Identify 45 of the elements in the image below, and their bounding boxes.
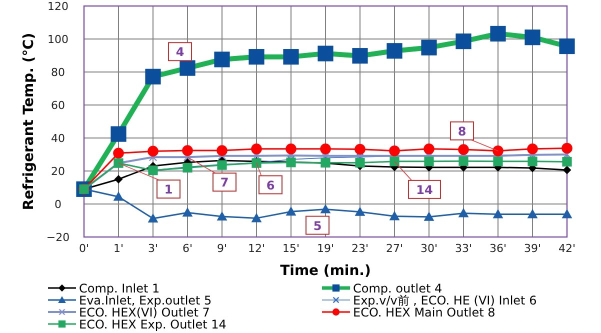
annotation: 4 xyxy=(168,42,192,62)
annotation: 5 xyxy=(306,216,330,235)
x-tick-label: 39' xyxy=(524,242,542,255)
annotation: 1 xyxy=(164,182,173,197)
x-axis-title: Time (min.) xyxy=(280,263,371,279)
y-tick-label: 100 xyxy=(48,33,68,46)
y-tick-label: 40 xyxy=(51,132,65,145)
y-tick-label: 60 xyxy=(51,99,65,112)
annotation: 6 xyxy=(266,178,275,192)
annotation: 14 xyxy=(394,161,441,199)
x-tick-label: 23' xyxy=(351,242,369,255)
annotation: 6 xyxy=(256,162,282,194)
x-tick-label: 19' xyxy=(316,242,334,255)
x-tick-label: 36' xyxy=(489,242,507,255)
y-tick-label: 20 xyxy=(51,165,65,178)
legend-label: ECO. HEX Exp. Outlet 14 xyxy=(79,318,226,332)
x-tick-label: 42' xyxy=(558,242,576,255)
x-tick-label: 27' xyxy=(386,242,404,255)
x-tick-label: 15' xyxy=(282,242,300,255)
legend-label: Comp. Inlet 1 xyxy=(79,282,160,296)
annotation: 8 xyxy=(450,121,498,152)
legend-label: Comp. outlet 4 xyxy=(353,282,442,296)
y-tick-label: 120 xyxy=(48,0,68,13)
annotation: 7 xyxy=(220,176,229,190)
x-tick-label: 33' xyxy=(454,242,472,255)
legend-label: Eva.Inlet, Exp.outlet 5 xyxy=(79,294,212,308)
y-tick-label: 80 xyxy=(51,66,65,79)
annotation: 14 xyxy=(416,182,433,197)
y-tick-label: 0 xyxy=(54,198,62,211)
annotation: 1 xyxy=(118,162,180,199)
y-axis-title: Refrigerant Temp. (℃) xyxy=(21,32,37,210)
legend-label: ECO. HEX(VI) Outlet 7 xyxy=(79,306,210,320)
legend-label: Exp.v/v前 , ECO. HE (VI) Inlet 6 xyxy=(353,294,537,308)
x-tick-label: 0' xyxy=(78,242,90,255)
x-tick-label: 9' xyxy=(216,242,228,255)
annotation: 8 xyxy=(458,124,466,138)
y-tick-label: −20 xyxy=(46,231,70,244)
x-tick-label: 3' xyxy=(148,242,158,255)
x-tick-label: 1' xyxy=(113,242,124,255)
annotation: 5 xyxy=(313,218,322,233)
legend-label: ECO. HEX Main Outlet 8 xyxy=(353,306,496,320)
x-tick-label: 12' xyxy=(248,242,266,255)
annotation: 4 xyxy=(176,45,184,60)
x-tick-label: 6' xyxy=(182,242,193,255)
x-tick-label: 30' xyxy=(420,242,438,255)
